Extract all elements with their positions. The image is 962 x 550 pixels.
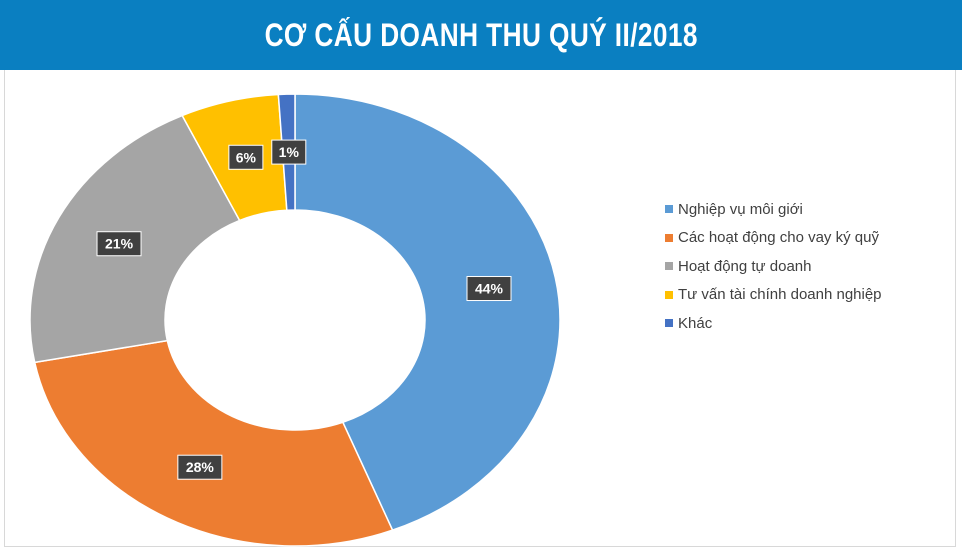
legend-swatch xyxy=(665,233,673,242)
legend-swatch xyxy=(665,262,673,271)
legend-label: Hoạt động tự doanh xyxy=(678,257,812,275)
legend-label: Tư vấn tài chính doanh nghiệp xyxy=(678,286,882,304)
data-label: 44% xyxy=(466,276,512,302)
legend: Nghiệp vụ môi giới Các hoạt động cho vay … xyxy=(665,195,882,338)
svg-text:1%: 1% xyxy=(279,144,300,160)
svg-text:6%: 6% xyxy=(236,149,257,165)
legend-label: Nghiệp vụ môi giới xyxy=(678,200,803,218)
svg-text:28%: 28% xyxy=(186,459,215,475)
legend-label: Các hoạt động cho vay ký quỹ xyxy=(678,229,879,247)
donut-slice xyxy=(294,93,561,532)
data-label: 6% xyxy=(228,144,264,170)
svg-text:21%: 21% xyxy=(105,236,134,252)
chart-frame xyxy=(4,70,956,547)
data-label: 1% xyxy=(271,139,307,165)
legend-item: Khác xyxy=(665,309,882,338)
legend-item: Các hoạt động cho vay ký quỹ xyxy=(665,224,882,253)
legend-item: Hoạt động tự doanh xyxy=(665,252,882,281)
legend-item: Tư vấn tài chính doanh nghiệp xyxy=(665,281,882,310)
data-label: 28% xyxy=(177,454,223,480)
data-label: 21% xyxy=(96,231,142,257)
legend-item: Nghiệp vụ môi giới xyxy=(665,195,882,224)
svg-text:44%: 44% xyxy=(475,281,504,297)
donut-slice xyxy=(33,339,394,547)
title-banner: CƠ CẤU DOANH THU QUÝ II/2018 xyxy=(0,0,962,70)
chart-title: CƠ CẤU DOANH THU QUÝ II/2018 xyxy=(264,16,698,53)
legend-swatch xyxy=(665,205,673,214)
legend-swatch xyxy=(665,319,673,328)
legend-label: Khác xyxy=(678,314,713,332)
legend-swatch xyxy=(665,290,673,299)
